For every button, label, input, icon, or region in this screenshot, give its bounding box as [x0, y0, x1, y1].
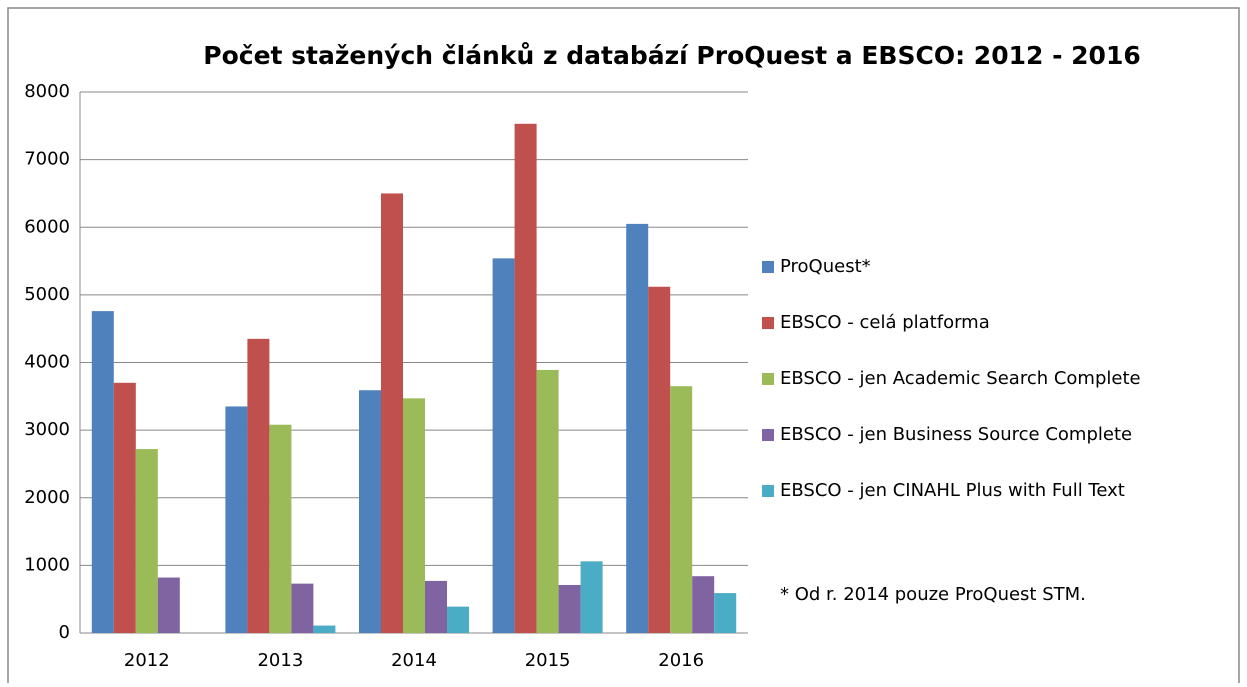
bar [714, 593, 737, 633]
bar [492, 258, 515, 633]
y-tick-label: 0 [59, 622, 70, 643]
x-tick-label: 2014 [391, 650, 437, 671]
legend-swatch [762, 373, 774, 385]
bar [670, 386, 693, 633]
y-tick-label: 8000 [24, 81, 70, 102]
bar [648, 286, 671, 633]
bar [313, 625, 336, 633]
y-tick-label: 7000 [24, 149, 70, 170]
bar [269, 424, 292, 633]
bar [135, 449, 158, 633]
bar [157, 577, 180, 633]
legend-swatch [762, 261, 774, 273]
legend-label: EBSCO - jen CINAHL Plus with Full Text [780, 480, 1125, 501]
bar [247, 338, 270, 633]
bar [626, 223, 649, 633]
bar [692, 576, 715, 633]
legend-swatch [762, 485, 774, 497]
bar [558, 584, 581, 633]
x-tick-label: 2013 [257, 650, 303, 671]
bar [381, 193, 403, 633]
chart-title: Počet stažených článků z databází ProQue… [203, 41, 1141, 70]
y-tick-label: 1000 [24, 554, 70, 575]
bar [580, 561, 603, 633]
bar [291, 583, 314, 633]
legend-label: EBSCO - jen Business Source Complete [780, 424, 1132, 445]
legend-label: ProQuest* [780, 256, 871, 277]
bar [425, 580, 447, 633]
annotation: * Od r. 2014 pouze ProQuest STM. [780, 584, 1086, 605]
bar [225, 406, 248, 633]
bar [447, 606, 469, 633]
y-tick-label: 5000 [24, 284, 70, 305]
x-tick-label: 2012 [124, 650, 170, 671]
x-tick-label: 2016 [658, 650, 704, 671]
bar [536, 369, 559, 633]
bar [514, 123, 537, 633]
legend-swatch [762, 317, 774, 329]
y-tick-label: 4000 [24, 352, 70, 373]
x-tick-label: 2015 [525, 650, 571, 671]
legend-label: EBSCO - celá platforma [780, 312, 990, 333]
y-tick-label: 2000 [24, 487, 70, 508]
bar [403, 398, 425, 633]
chart-frame [7, 7, 1240, 687]
bar [359, 390, 381, 633]
y-tick-label: 3000 [24, 419, 70, 440]
legend-swatch [762, 429, 774, 441]
bar [91, 311, 114, 633]
y-tick-label: 6000 [24, 216, 70, 237]
legend-label: EBSCO - jen Academic Search Complete [780, 368, 1141, 389]
bar [113, 382, 136, 633]
